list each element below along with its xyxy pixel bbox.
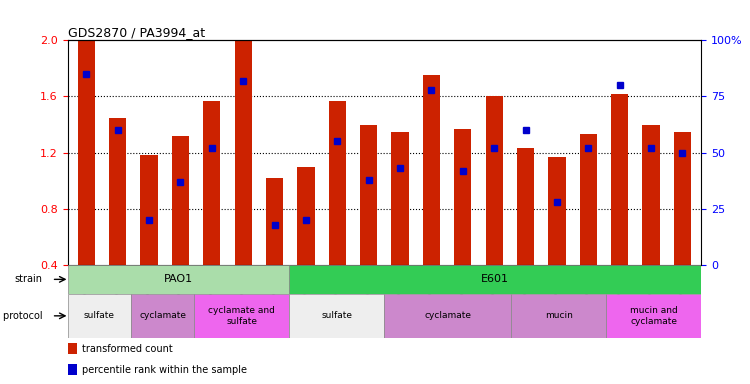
Bar [512,294,606,338]
Text: strain: strain [14,274,42,285]
Bar [384,294,512,338]
Bar [548,213,566,321]
Bar [606,294,701,338]
Bar [172,136,189,265]
Bar [78,59,95,321]
Bar [392,188,409,321]
Bar [266,178,284,265]
Bar [290,294,384,338]
Bar [130,294,194,338]
Bar [235,8,252,265]
Bar [517,205,534,321]
Bar [360,181,377,321]
Bar [548,157,566,265]
Text: sulfate: sulfate [84,311,115,320]
Text: cyclamate: cyclamate [139,311,186,320]
Text: growth protocol: growth protocol [0,311,42,321]
Bar [643,124,660,265]
Text: percentile rank within the sample: percentile rank within the sample [82,365,247,375]
Bar [423,75,440,265]
Bar [485,153,502,321]
Text: sulfate: sulfate [321,311,352,320]
Bar [140,156,158,265]
Bar [266,234,284,321]
Bar [109,174,126,321]
Bar [643,181,660,321]
Bar [68,265,290,294]
Bar [68,294,130,338]
Bar [68,343,77,354]
Bar [674,188,691,321]
Bar [109,118,126,265]
Bar [328,157,346,321]
Bar [611,94,628,265]
Text: transformed count: transformed count [82,344,172,354]
Bar [297,223,314,321]
Bar [360,124,377,265]
Text: GDS2870 / PA3994_at: GDS2870 / PA3994_at [68,26,205,39]
Bar [328,101,346,265]
Text: cyclamate: cyclamate [424,311,471,320]
Bar [423,132,440,321]
Bar [194,294,290,338]
Text: mucin: mucin [544,311,572,320]
Bar [203,157,220,321]
Text: cyclamate and
sulfate: cyclamate and sulfate [209,306,275,326]
Text: mucin and
cyclamate: mucin and cyclamate [630,306,677,326]
Bar [290,265,701,294]
Bar [172,192,189,321]
Bar [674,132,691,265]
Bar [485,96,502,265]
Bar [454,129,472,265]
Bar [580,134,597,265]
Bar [517,149,534,265]
Bar [78,2,95,265]
Text: E601: E601 [482,274,509,285]
Bar [392,132,409,265]
Bar [235,64,252,321]
Bar [611,150,628,321]
Text: PAO1: PAO1 [164,274,193,285]
Bar [140,212,158,321]
Bar [454,185,472,321]
Bar [580,190,597,321]
Bar [68,364,77,375]
Bar [203,101,220,265]
Bar [297,167,314,265]
